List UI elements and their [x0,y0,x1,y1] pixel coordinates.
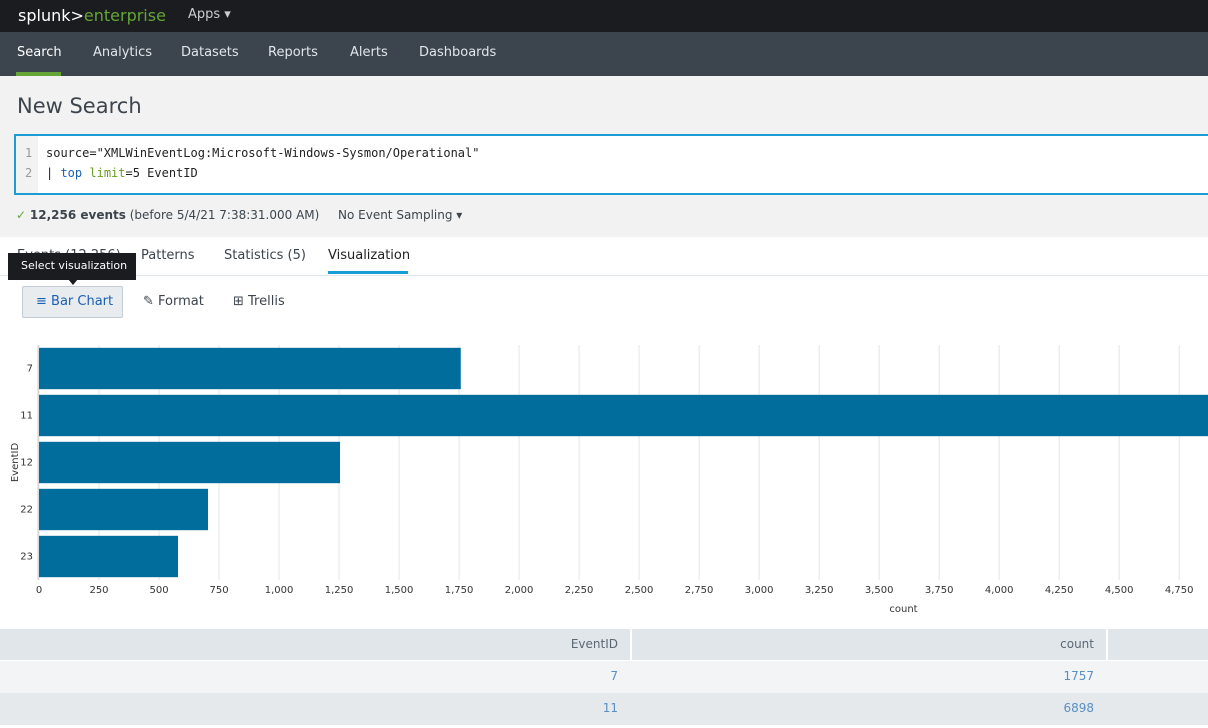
nav-reports[interactable]: Reports [268,45,318,60]
table: EventID count 7 1757 11 6898 [0,629,1208,728]
nav-alerts[interactable]: Alerts [350,45,388,60]
event-count: 12,256 events [29,208,126,222]
nav-active-indicator [16,72,61,76]
bar [39,441,341,484]
table-row [0,693,1208,725]
page-title: New Search [17,94,142,118]
x-tick-label: 250 [89,585,108,596]
table-header-cell [1108,629,1208,660]
table-cell[interactable]: 7 [610,669,618,683]
x-tick-label: 750 [209,585,228,596]
table-cell[interactable]: 6898 [1063,701,1094,715]
trellis-button[interactable]: ⊞ Trellis [233,294,285,309]
logo-splunk: splunk> [18,6,84,25]
x-tick-label: 2,250 [565,585,594,596]
x-tick-label: 3,250 [805,585,834,596]
tooltip-bg [8,253,136,280]
x-tick-label: 3,500 [865,585,894,596]
table-header: EventID [570,637,618,651]
line-number: 1 [25,146,33,160]
nav-dashboards[interactable]: Dashboards [419,45,497,60]
x-tick-label: 2,500 [625,585,654,596]
x-tick-label: 3,750 [925,585,954,596]
bar-chart-text: Bar Chart [51,294,114,309]
query-rest: =5 EventID [125,166,198,180]
x-tick-label: 3,000 [745,585,774,596]
nav-analytics[interactable]: Analytics [93,45,153,60]
apps-menu[interactable]: Apps ▾ [188,7,231,22]
x-tick-label: 1,500 [385,585,414,596]
bar [39,347,461,390]
query-line: | top limit=5 EventID [46,166,198,180]
x-tick-label: 0 [36,585,42,596]
command: top [60,166,83,180]
pipe: | [46,166,61,180]
table-header-cell [632,629,1106,660]
table-row [0,661,1208,693]
logo[interactable]: splunk>enterprise [18,6,166,25]
bar [39,488,208,531]
format-button[interactable]: ✎ Format [143,294,204,309]
nav-datasets[interactable]: Datasets [181,45,239,60]
chart: 0 250 500 750 1,000 1,250 1,500 1,750 2,000 2,250… [10,345,1208,615]
y-tick-label: 23 [20,552,33,563]
sampling-menu[interactable]: No Event Sampling ▾ [338,208,463,222]
x-tick-label: 2,000 [505,585,534,596]
x-tick-label: 4,750 [1165,585,1194,596]
y-axis-label: EventID [10,443,21,483]
table-cell[interactable]: 11 [602,701,618,715]
x-axis-label: count [889,604,917,615]
argument: limit [89,166,126,180]
tab-visualization[interactable]: Visualization [328,248,411,263]
x-tick-label: 4,500 [1105,585,1134,596]
bar-chart-label: ≡ Bar Chart [36,294,114,309]
y-tick-label: 7 [27,364,33,375]
tooltip-arrow [68,279,78,285]
table-cell[interactable]: 1757 [1063,669,1094,683]
query-line: source="XMLWinEventLog:Microsoft-Windows… [46,146,480,160]
bar-chart-button[interactable] [22,286,123,318]
bar [39,535,178,578]
x-tick-label: 1,000 [265,585,294,596]
line-number: 2 [25,166,33,180]
trellis-text: Trellis [248,294,285,309]
status-time: (before 5/4/21 7:38:31.000 AM) [129,208,320,222]
check-icon: ✓ [16,208,27,222]
top-bar [0,0,1208,32]
bar [39,394,1208,437]
x-tick-label: 4,000 [985,585,1014,596]
table-header: count [1060,637,1094,651]
tab-patterns[interactable]: Patterns [141,248,195,263]
line-gutter [16,136,38,193]
logo-enterprise: enterprise [83,6,166,25]
x-tick-label: 4,250 [1045,585,1074,596]
tooltip: Select visualization [21,259,128,272]
y-tick-label: 12 [20,458,33,469]
status: ✓ 12,256 events (before 5/4/21 7:38:31.0… [16,208,319,222]
y-tick-label: 22 [20,505,33,516]
nav-bar [0,32,1208,76]
format-text: Format [158,294,204,309]
tab-active-indicator [328,271,408,274]
x-tick-label: 1,750 [445,585,474,596]
search-box[interactable] [14,134,1208,195]
x-tick-label: 1,250 [325,585,354,596]
nav-search[interactable]: Search [17,45,62,60]
y-tick-label: 11 [20,411,33,422]
x-tick-label: 2,750 [685,585,714,596]
table-header-cell [0,629,630,660]
x-tick-label: 500 [149,585,168,596]
tab-statistics[interactable]: Statistics (5) [224,248,306,263]
tab-divider [0,275,1208,276]
